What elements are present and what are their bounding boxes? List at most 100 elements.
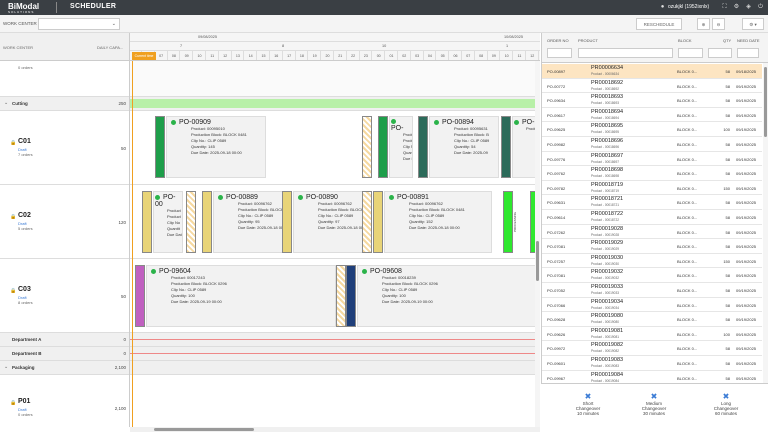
processing-bar[interactable]: PROCESSING bbox=[378, 116, 392, 178]
bell-icon[interactable]: ◈ bbox=[746, 4, 751, 10]
processing-bar[interactable]: PROCESSING bbox=[282, 191, 296, 253]
scroll-thumb[interactable] bbox=[764, 67, 767, 137]
gantt-grid[interactable]: PROCESSING PO-00909 Product: 00095010 Pr… bbox=[130, 61, 540, 427]
order-row[interactable]: PO-00772 PR00018692 Product - 00018692 BLOC… bbox=[542, 79, 762, 94]
order-card[interactable]: PO-00890 Product: 00096762 Production Bl… bbox=[293, 191, 363, 253]
order-row[interactable]: PO-09762 PR00018698 Product - 00018698 BLOC… bbox=[542, 166, 762, 181]
lock-icon[interactable]: 🔒 bbox=[10, 288, 17, 294]
order-row[interactable]: PO-07257 PR00019030 Product - 00019030 BLOC… bbox=[542, 254, 762, 269]
order-card[interactable]: PO-00891 Product: 00096762 Production Bl… bbox=[384, 191, 492, 253]
order-row[interactable]: PO-09614 PR00018722 Product - 00018722 BLOC… bbox=[542, 210, 762, 225]
group-row-packaging[interactable]: ⌄ Packaging 2,100 bbox=[0, 361, 129, 375]
group-row-cutting[interactable]: ⌄ Cutting 250 bbox=[0, 97, 129, 111]
chevron-down-icon[interactable]: ⌄ bbox=[4, 100, 9, 106]
zoom-out-button[interactable]: ⊖ bbox=[712, 18, 725, 30]
changeover-bar[interactable] bbox=[186, 191, 196, 253]
order-row[interactable]: PO-09634 PR00018693 Product - 00018693 BLOC… bbox=[542, 93, 762, 108]
lock-icon[interactable]: 🔒 bbox=[10, 214, 17, 220]
order-row[interactable]: PO-09617 PR00018694 Product - 00018694 BLOC… bbox=[542, 108, 762, 123]
order-no: PO-09625 bbox=[547, 127, 566, 133]
order-no-column[interactable]: ORDER NO bbox=[547, 38, 569, 43]
department-row-b[interactable]: Department B 0 bbox=[0, 347, 129, 361]
need-date-filter[interactable] bbox=[737, 48, 759, 58]
order-row[interactable]: PO-09625 PR00018695 Product - 00018695 BLOC… bbox=[542, 122, 762, 137]
order-count: 0 orders bbox=[18, 65, 33, 70]
order-row[interactable]: PO-09601 PR00019083 Product - 00019083 BLOC… bbox=[542, 356, 762, 371]
product-column[interactable]: PRODUCT bbox=[578, 38, 598, 43]
order-row[interactable]: PO-09982 PR00018696 Product - 00018696 BLOC… bbox=[542, 137, 762, 152]
need-date-column[interactable]: NEED DATE bbox=[737, 38, 760, 43]
changeover-bar[interactable] bbox=[336, 265, 346, 327]
work-center-row-c03[interactable]: 🔒 C03 Draft 8 orders 50 bbox=[0, 259, 129, 333]
order-row[interactable]: PO-07262 PR00019028 Product - 00019028 BLOC… bbox=[542, 225, 762, 240]
changeover-bar[interactable] bbox=[362, 191, 372, 253]
status-dot bbox=[362, 269, 367, 274]
processing-bar[interactable]: PROCESSING bbox=[373, 191, 387, 253]
work-center-column[interactable]: WORK CENTER bbox=[3, 45, 33, 50]
processing-bar[interactable]: PROCESSING bbox=[501, 116, 515, 178]
settings-dropdown[interactable]: ⚙ ▾ bbox=[742, 18, 764, 30]
grid-vertical-scrollbar[interactable] bbox=[535, 61, 540, 427]
gear-icon[interactable]: ⚙ bbox=[733, 4, 740, 10]
order-list-scrollbar[interactable] bbox=[763, 63, 768, 416]
processing-bar[interactable]: PROCESSING bbox=[418, 116, 432, 178]
qty-filter[interactable] bbox=[708, 48, 732, 58]
work-center-row-c02[interactable]: 🔒 C02 Draft 5 orders 120 bbox=[0, 185, 129, 259]
order-card[interactable]: PO-09604 Product: 00017243 Production Bl… bbox=[146, 265, 336, 327]
scroll-thumb[interactable] bbox=[536, 241, 539, 281]
card-qty: Quantity: 95 bbox=[238, 219, 260, 225]
lock-icon[interactable]: 🔒 bbox=[10, 140, 17, 146]
processing-bar[interactable]: PROCESSING bbox=[202, 191, 216, 253]
grid-horizontal-scrollbar[interactable] bbox=[130, 427, 540, 432]
block-column[interactable]: BLOCK bbox=[678, 38, 692, 43]
daily-cap-column[interactable]: DAILY CAPA... bbox=[97, 45, 124, 50]
block-filter[interactable] bbox=[678, 48, 703, 58]
lock-icon[interactable]: 🔒 bbox=[10, 400, 17, 406]
capacity-bar bbox=[130, 99, 540, 108]
work-center-select[interactable]: ⌄ bbox=[38, 18, 120, 30]
changeover-bar[interactable] bbox=[362, 116, 372, 178]
zoom-in-icon: ⊕ bbox=[701, 22, 706, 27]
zoom-in-button[interactable]: ⊕ bbox=[697, 18, 710, 30]
order-row[interactable]: PO-09782 PR00018719 Product - 00018719 BLOC… bbox=[542, 181, 762, 196]
order-card[interactable]: PO-00889 Product: 00096762 Production Bl… bbox=[213, 191, 283, 253]
chevron-down-icon[interactable]: ⌄ bbox=[4, 364, 9, 370]
processing-bar[interactable]: PROCESSING bbox=[503, 191, 517, 253]
processing-bar[interactable]: PROCESSING bbox=[155, 116, 169, 178]
card-qty: Quantit bbox=[167, 226, 180, 232]
reschedule-button[interactable]: RESCHEDULE bbox=[636, 18, 682, 30]
work-center-row[interactable]: 0 orders bbox=[0, 61, 129, 97]
order-row[interactable]: PO-07081 PR00019029 Product - 00019029 BLOC… bbox=[542, 239, 762, 254]
fullscreen-icon[interactable]: ⛶ bbox=[722, 4, 727, 10]
work-center-row-c01[interactable]: 🔒 C01 Draft 7 orders 50 bbox=[0, 111, 129, 185]
card-qty: Quantity: 97 bbox=[318, 219, 340, 225]
order-row[interactable]: PO-07066 PR00019034 Product - 00019034 BLOC… bbox=[542, 298, 762, 313]
power-icon[interactable]: ⏻ bbox=[758, 4, 763, 10]
order-row[interactable]: PO-09776 PR00018697 Product - 00018697 BLOC… bbox=[542, 152, 762, 167]
processing-bar[interactable]: PROCESSING bbox=[135, 265, 149, 327]
qty-column[interactable]: QTY bbox=[723, 38, 732, 43]
order-row[interactable]: PO-07052 PR00019033 Product - 00019033 BLOC… bbox=[542, 283, 762, 298]
order-card[interactable]: PO-09608 Product: 00018239 Production Bl… bbox=[357, 265, 537, 327]
processing-bar[interactable]: PROCESSING bbox=[346, 265, 360, 327]
order-row[interactable]: PO-00897 PR00006634 Product - 00006634 BLOC… bbox=[542, 64, 762, 79]
order-card[interactable]: PO-00 Product Product Clip No Quantit Du… bbox=[153, 191, 183, 253]
scroll-thumb[interactable] bbox=[154, 428, 254, 431]
order-row[interactable]: PO-07081 PR00019032 Product - 00019032 BLOC… bbox=[542, 268, 762, 283]
order-card[interactable]: PO-00909 Product: 00095010 Production Bl… bbox=[166, 116, 266, 178]
order-card[interactable]: PO-00894 Product: 00095631 Production Bl… bbox=[429, 116, 499, 178]
order-card[interactable]: PO- Product Product Clip N Quan Due I bbox=[389, 116, 413, 178]
order-row[interactable]: PO-09628 PR00019080 Product - 00019080 BLOC… bbox=[542, 312, 762, 327]
work-center-row-p01[interactable]: 🔒 P01 Draft 0 orders 2,100 bbox=[0, 375, 129, 427]
order-no-filter[interactable] bbox=[547, 48, 572, 58]
processing-bar[interactable]: PROCESSING bbox=[142, 191, 156, 253]
department-row-a[interactable]: Department A 0 bbox=[0, 333, 129, 347]
order-row[interactable]: PO-09626 PR00019081 Product - 00019081 BLOC… bbox=[542, 327, 762, 342]
product-filter[interactable] bbox=[578, 48, 673, 58]
card-due: Due Date: 2025-09-18 00:00 bbox=[409, 225, 460, 231]
quantity: 58 bbox=[725, 215, 730, 220]
need-date: 09/18/2025 bbox=[736, 69, 757, 74]
user-name[interactable]: ozukjkl (1952ixnlx) bbox=[668, 4, 710, 10]
order-row[interactable]: PO-09972 PR00019082 Product - 00019082 BLOC… bbox=[542, 341, 762, 356]
order-row[interactable]: PO-09631 PR00018721 Product - 00018721 BLOC… bbox=[542, 195, 762, 210]
